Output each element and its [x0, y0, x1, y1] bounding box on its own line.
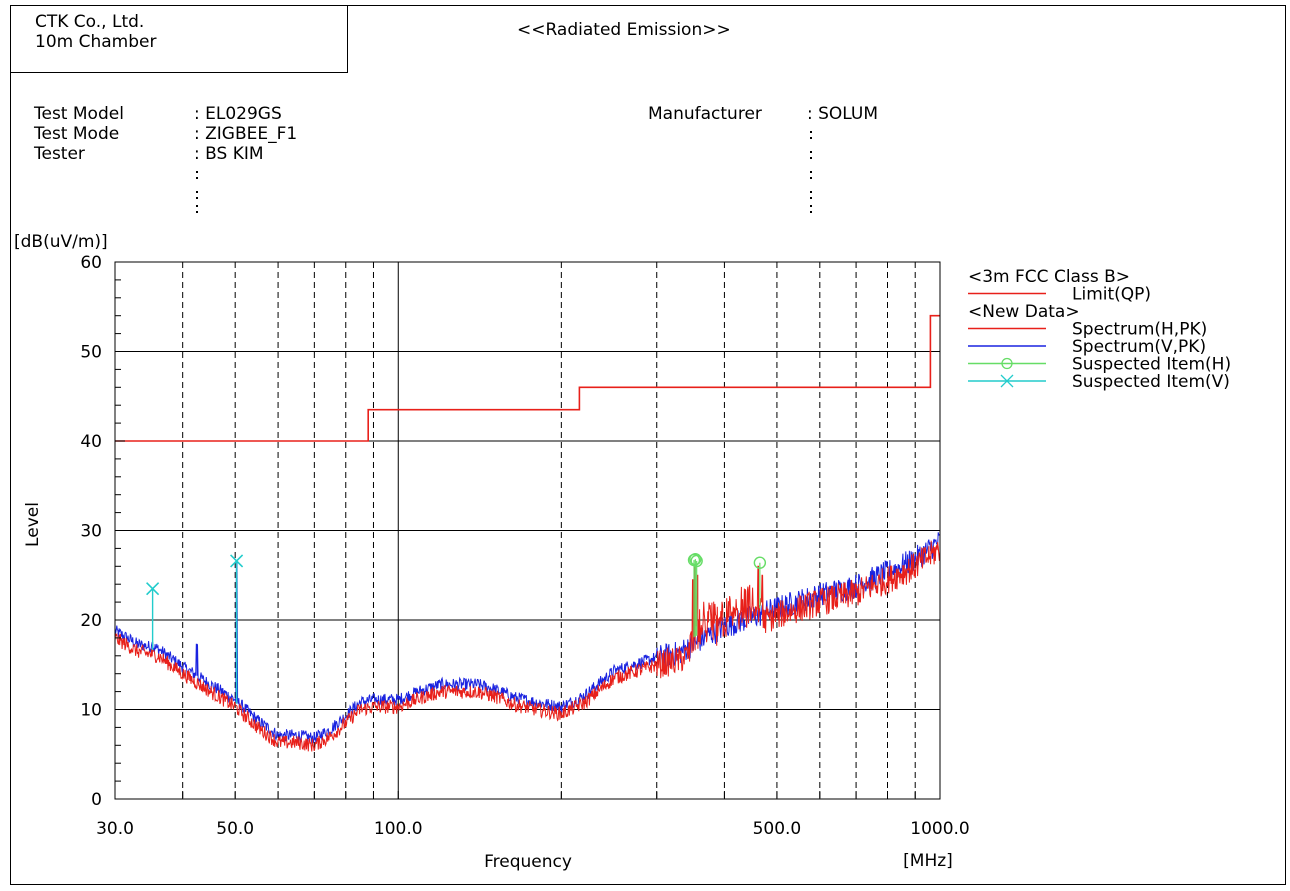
x-tick-label: 100.0 [374, 819, 423, 839]
info-dot [196, 197, 198, 199]
legend-header: <New Data> [968, 302, 1080, 322]
company-box: CTK Co., Ltd. 10m Chamber [10, 5, 348, 73]
legend-label: Limit(QP) [1072, 285, 1151, 305]
y-axis-unit: [dB(uV/m)] [14, 232, 108, 252]
info-dot [810, 197, 812, 199]
legend-swatch-cross [1000, 374, 1014, 388]
info-dot [196, 205, 198, 207]
info-dot [810, 205, 812, 207]
y-tick-label: 50 [80, 343, 102, 363]
test-mode-label: Test Mode [34, 124, 120, 144]
report-frame [10, 5, 1286, 885]
tester-label: Tester [34, 144, 85, 164]
info-dot [810, 177, 812, 179]
company-name: CTK Co., Ltd. [35, 12, 145, 32]
y-tick-label: 60 [80, 253, 102, 273]
tester-value: : BS KIM [194, 144, 264, 164]
suspected-h-marker [689, 552, 702, 566]
spectrum-h-line [114, 540, 941, 752]
manufacturer-value: : SOLUM [807, 104, 879, 124]
grid-layer [115, 262, 940, 799]
report-title: <<Radiated Emission>> [517, 20, 731, 40]
info-dot [810, 151, 812, 153]
legend-header: <3m FCC Class B> [968, 267, 1130, 287]
limit-qp-line [115, 314, 940, 442]
chamber-name: 10m Chamber [35, 32, 157, 52]
legend-layer: <3m FCC Class B>Limit(QP)<New Data>Spect… [968, 267, 1231, 392]
suspected-v-marker [146, 582, 160, 596]
info-dot [810, 171, 812, 173]
manufacturer-label: Manufacturer [648, 104, 762, 124]
test-model-label: Test Model [34, 104, 124, 124]
y-tick-label: 10 [80, 701, 102, 721]
test-mode-value: : ZIGBEE_F1 [194, 124, 298, 144]
x-tick-label: 30.0 [96, 819, 134, 839]
info-dot [810, 157, 812, 159]
info-dot [810, 191, 812, 193]
info-dot [196, 211, 198, 213]
legend-label: Spectrum(V,PK) [1072, 337, 1206, 357]
y-tick-label: 40 [80, 432, 102, 452]
spectrum-v-line [114, 532, 941, 744]
suspected-v-marker [230, 554, 244, 568]
y-tick-label: 30 [80, 522, 102, 542]
x-axis-unit: [MHz] [903, 851, 953, 871]
test-model-value: : EL029GS [194, 104, 282, 124]
info-dot [196, 191, 198, 193]
y-axis-label: Level [23, 502, 43, 547]
x-axis-label: Frequency [484, 852, 572, 872]
suspected-h-marker [753, 556, 767, 569]
y-tick-label: 20 [80, 611, 102, 631]
x-tick-label: 1000.0 [910, 819, 969, 839]
info-dot [196, 171, 198, 173]
info-dot [196, 177, 198, 179]
axis-layer: 0 10 20 30 40 50 60 30.0 50.0 100.0 500.0 1000.0 [dB… [14, 232, 970, 872]
legend-swatch-circle [1001, 357, 1013, 370]
legend-label: Suspected Item(V) [1072, 372, 1230, 392]
info-dot [810, 137, 812, 139]
legend-label: Spectrum(H,PK) [1072, 320, 1207, 340]
suspected-h-marker [690, 554, 703, 568]
x-tick-label: 50.0 [216, 819, 254, 839]
y-tick-label: 0 [91, 790, 102, 810]
info-dot [810, 211, 812, 213]
data-layer [114, 314, 941, 752]
info-dot [810, 131, 812, 133]
legend-label: Suspected Item(H) [1072, 355, 1231, 375]
x-tick-label: 500.0 [753, 819, 802, 839]
